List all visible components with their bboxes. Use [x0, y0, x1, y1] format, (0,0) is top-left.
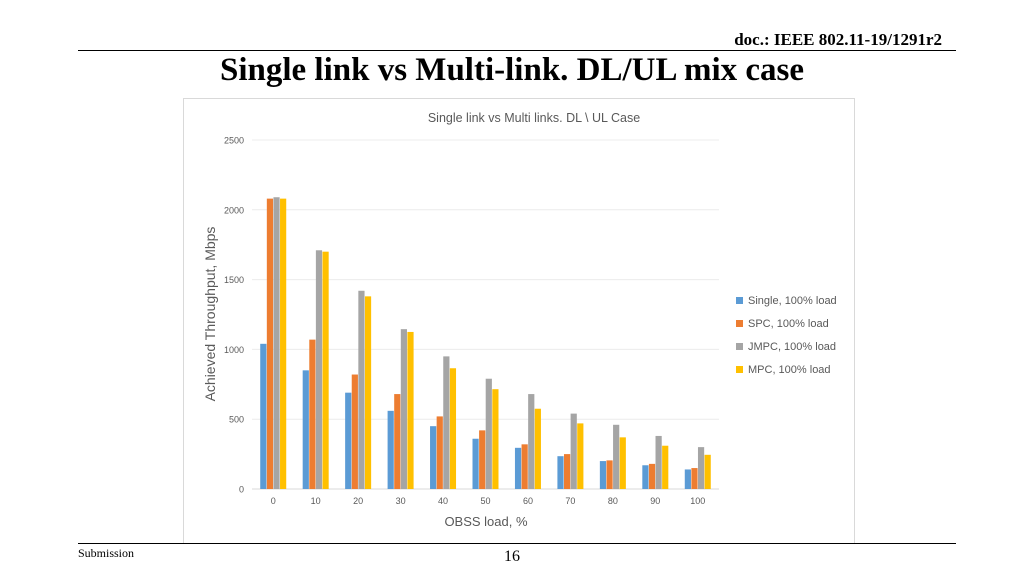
bar	[400, 329, 407, 489]
x-tick-label: 20	[353, 496, 363, 506]
bar	[485, 378, 492, 489]
legend-swatch	[736, 343, 743, 350]
x-tick-label: 60	[523, 496, 533, 506]
bars	[260, 197, 711, 489]
bar	[684, 469, 691, 489]
legend-label: JMPC, 100% load	[748, 341, 836, 353]
bar	[599, 461, 607, 489]
document-id: doc.: IEEE 802.11-19/1291r2	[734, 30, 942, 49]
x-tick-label: 70	[565, 496, 575, 506]
bar	[704, 454, 711, 489]
bar	[479, 430, 486, 489]
y-tick-label: 500	[229, 415, 244, 425]
bar	[351, 374, 358, 489]
bar	[260, 343, 267, 489]
y-tick-label: 1500	[224, 275, 244, 285]
x-tick-label: 40	[438, 496, 448, 506]
x-tick-label: 30	[396, 496, 406, 506]
y-tick-label: 0	[239, 485, 244, 495]
legend-label: SPC, 100% load	[748, 318, 829, 330]
legend: Single, 100% load SPC, 100% load JMPC, 100…	[736, 295, 837, 376]
header-rule	[78, 50, 956, 51]
bar	[492, 389, 499, 489]
bar	[642, 465, 649, 489]
bar	[577, 423, 584, 489]
bar	[315, 250, 323, 489]
bar	[619, 437, 626, 489]
x-tick-label: 90	[650, 496, 660, 506]
footer-rule	[78, 543, 956, 544]
slide-title: Single link vs Multi-link. DL/UL mix cas…	[219, 52, 804, 88]
bar	[570, 413, 577, 489]
bar	[557, 456, 564, 489]
bar	[472, 438, 479, 489]
bar	[443, 356, 450, 489]
bar	[345, 392, 352, 489]
bar-chart: 0 500 1000 1500 2000 2500 0 10 20 30 40 50 60 70 80 90…	[202, 111, 837, 529]
legend-label: Single, 100% load	[748, 295, 837, 307]
x-tick-label: 50	[480, 496, 490, 506]
y-tick-label: 2500	[224, 136, 244, 146]
bar	[514, 447, 522, 489]
bar	[302, 370, 309, 489]
chart-title: Single link vs Multi links. DL \ UL Case	[428, 111, 640, 125]
bar	[521, 444, 528, 489]
bar	[534, 408, 541, 489]
gridlines	[252, 139, 719, 490]
bar	[322, 251, 329, 489]
x-tick-label: 100	[690, 496, 705, 506]
legend-swatch	[736, 366, 743, 373]
bar	[387, 410, 394, 489]
footer-submission: Submission	[78, 546, 135, 560]
bar	[613, 424, 620, 489]
chart-frame: 0 500 1000 1500 2000 2500 0 10 20 30 40 50 60 70 80 90…	[183, 98, 855, 544]
bar	[394, 394, 401, 489]
bar	[648, 463, 656, 489]
y-axis-label: Achieved Throughput, Mbps	[202, 227, 218, 402]
legend-label: MPC, 100% load	[748, 364, 831, 376]
x-tick-label: 80	[608, 496, 618, 506]
bar	[449, 368, 457, 489]
bar	[430, 426, 437, 489]
bar	[358, 290, 365, 489]
bar	[655, 435, 662, 489]
bar	[528, 394, 535, 489]
y-axis-ticks: 0 500 1000 1500 2000 2500	[224, 136, 244, 495]
bar	[436, 416, 443, 489]
bar	[407, 331, 414, 489]
bar	[280, 198, 287, 489]
y-tick-label: 2000	[224, 205, 244, 215]
bar	[564, 454, 571, 489]
bar	[606, 460, 613, 489]
x-axis-label: OBSS load, %	[444, 514, 528, 529]
x-axis-ticks: 0 10 20 30 40 50 60 70 80 90 100	[271, 496, 706, 506]
y-tick-label: 1000	[224, 345, 244, 355]
bar	[309, 339, 316, 489]
legend-swatch	[736, 320, 743, 327]
bar	[273, 197, 280, 489]
bar	[364, 296, 372, 489]
bar	[697, 447, 705, 489]
legend-swatch	[736, 297, 743, 304]
bar	[266, 198, 274, 489]
bar	[662, 445, 669, 489]
x-tick-label: 10	[311, 496, 321, 506]
bar	[691, 468, 698, 489]
x-tick-label: 0	[271, 496, 276, 506]
page-number: 16	[504, 548, 520, 565]
